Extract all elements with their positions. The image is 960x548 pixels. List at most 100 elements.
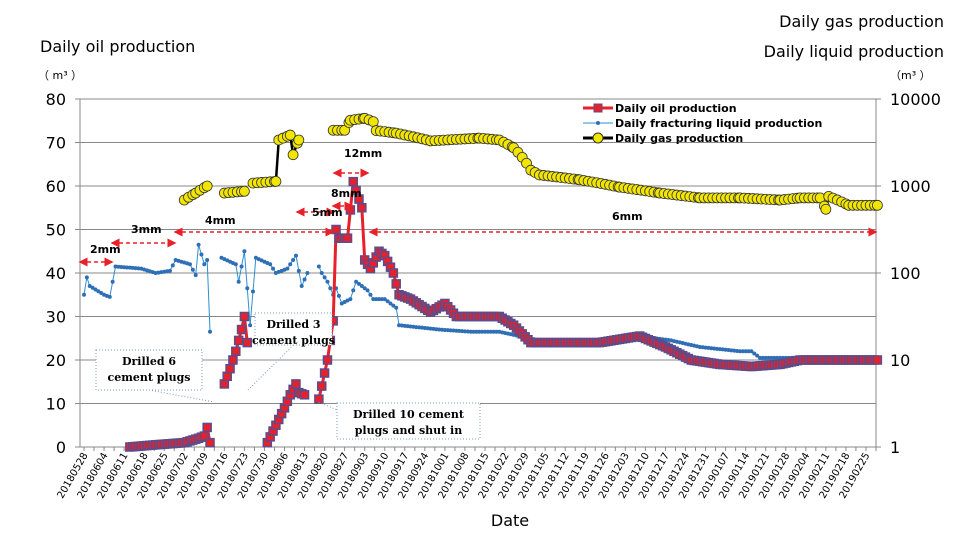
oil-point (322, 355, 333, 365)
liquid-point (285, 266, 290, 271)
liquid-point (87, 284, 92, 289)
liquid-point (113, 264, 118, 269)
right-axis-title-gas: Daily gas production (779, 12, 944, 31)
liquid-point (236, 279, 241, 284)
liquid-point (371, 297, 376, 302)
legend: Daily oil production Daily fracturing liq… (583, 102, 822, 145)
liquid-point (119, 264, 124, 269)
liquid-point (766, 355, 771, 360)
liquid-point (190, 267, 195, 272)
oil-point (316, 381, 327, 391)
liquid-point (291, 257, 296, 262)
liquid-point (440, 327, 445, 332)
liquid-point (454, 328, 459, 333)
gas-point (238, 185, 250, 197)
liquid-point (110, 279, 115, 284)
liquid-point (302, 277, 307, 282)
liquid-point (356, 281, 361, 286)
liquid-point (448, 328, 453, 333)
liquid-point (233, 262, 238, 267)
oil-point (205, 437, 215, 448)
left-tick-label: 0 (56, 438, 66, 457)
liquid-point (187, 262, 192, 267)
oil-point (348, 176, 358, 187)
liquid-point (84, 275, 89, 280)
liquid-point (437, 327, 442, 332)
oil-point (342, 233, 353, 243)
oil-point (391, 279, 401, 289)
oil-point (219, 379, 230, 389)
liquid-point (116, 264, 121, 269)
callout-text: cement plugs (108, 371, 191, 384)
left-axis-unit: （ m³ ） (38, 69, 82, 82)
liquid-point (319, 271, 324, 275)
liquid-point (193, 273, 198, 278)
liquid-point (442, 327, 447, 332)
liquid-point (391, 303, 396, 308)
liquid-point (199, 252, 204, 257)
liquid-point (359, 284, 364, 289)
right-tick-label: 10000 (890, 90, 941, 109)
oil-point (239, 311, 250, 322)
gas-point (367, 116, 379, 127)
liquid-point (288, 262, 293, 267)
callout-box (336, 402, 481, 440)
liquid-point (242, 249, 247, 254)
liquid-point (93, 287, 98, 292)
oil-point (228, 355, 238, 365)
liquid-point (749, 349, 754, 354)
liquid-point (457, 328, 462, 333)
liquid-point (485, 329, 490, 334)
right-tick-label: 1 (890, 438, 900, 457)
choke-size-label: 12mm (344, 147, 382, 160)
gas-point (293, 134, 305, 146)
oil-point (388, 268, 399, 278)
callout-text: plugs and shut in (355, 424, 463, 437)
liquid-point (305, 271, 310, 275)
oil-point (872, 355, 883, 365)
liquid-point (752, 351, 757, 356)
choke-size-label: 4mm (205, 214, 236, 227)
liquid-point (746, 349, 751, 354)
left-tick-label: 40 (46, 264, 66, 283)
callout-text: cement plugs (252, 334, 335, 347)
callout-box (254, 312, 333, 346)
liquid-point (757, 355, 762, 360)
gas-point (270, 175, 282, 187)
liquid-point (299, 284, 304, 289)
choke-size-label: 5mm (312, 206, 343, 219)
legend-entry-label: Daily gas production (615, 132, 743, 145)
choke-size-label: 8mm (331, 187, 362, 200)
liquid-point (208, 329, 213, 334)
legend-entry-label: Daily fracturing liquid production (615, 117, 822, 130)
liquid-point (322, 275, 327, 280)
liquid-point (740, 349, 745, 354)
liquid-point (325, 279, 330, 284)
liquid-point (377, 297, 382, 302)
liquid-point (127, 265, 132, 270)
liquid-point (737, 349, 742, 354)
liquid-point (130, 265, 135, 270)
liquid-point (769, 355, 774, 360)
liquid-point (480, 329, 485, 334)
liquid-point (462, 329, 467, 334)
left-tick-label: 20 (46, 351, 66, 370)
liquid-point (362, 286, 367, 291)
gas-point (284, 129, 296, 141)
right-tick-label: 1000 (890, 177, 931, 196)
callout-box (95, 349, 203, 391)
oil-point (242, 337, 253, 348)
liquid-point (336, 293, 341, 298)
oil-point (314, 394, 324, 404)
liquid-point (494, 329, 499, 334)
liquid-point (107, 294, 112, 299)
liquid-point (348, 297, 353, 302)
callout-pointer (148, 389, 215, 403)
liquid-point (368, 292, 373, 297)
legend-entry-label: Daily oil production (615, 102, 737, 115)
liquid-point (775, 355, 780, 360)
liquid-point (196, 242, 201, 247)
callout-text: Drilled 3 (266, 318, 320, 331)
oil-point (345, 205, 356, 215)
left-tick-label: 50 (46, 221, 66, 240)
